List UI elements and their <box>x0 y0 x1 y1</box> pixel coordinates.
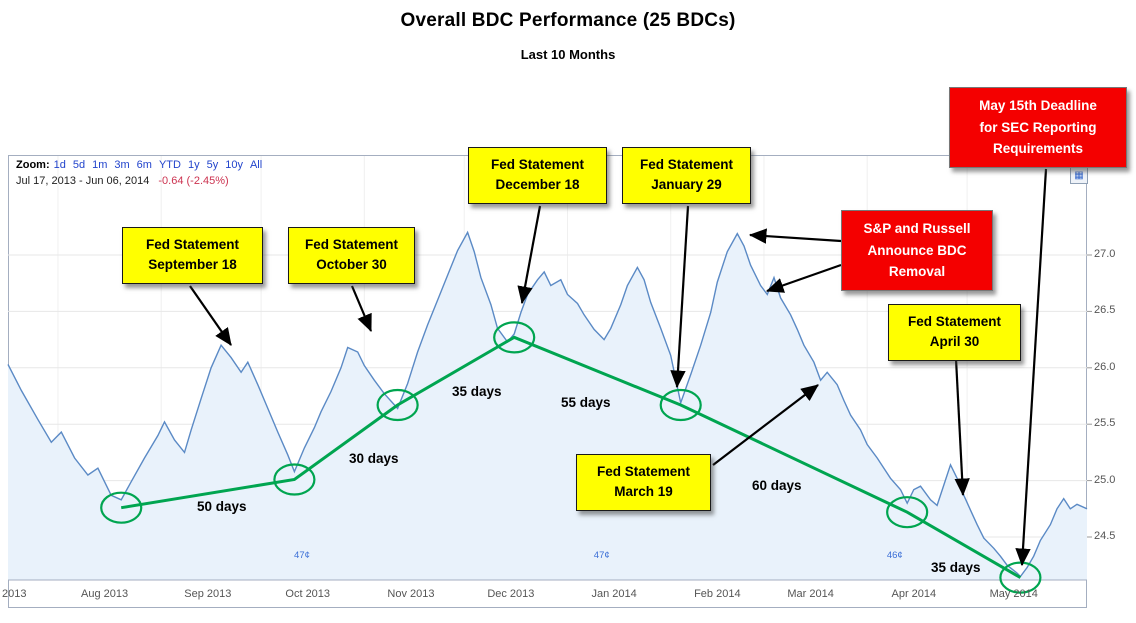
y-axis-label: 25.5 <box>1094 417 1116 430</box>
x-axis-label: Aug 2013 <box>81 588 129 600</box>
page-subtitle: Last 10 Months <box>520 47 616 62</box>
x-axis-label: Feb 2014 <box>694 588 741 600</box>
gap-label: 35 days <box>452 384 502 399</box>
gap-label: 55 days <box>561 395 611 410</box>
zoom-option-1y[interactable]: 1y <box>187 159 200 171</box>
callout-fed-statement-march-19: Fed Statement March 19 <box>576 454 711 511</box>
y-axis-label: 27.0 <box>1094 248 1116 260</box>
date-range: Jul 17, 2013 - Jun 06, 2014 <box>16 175 150 187</box>
zoom-option-6m[interactable]: 6m <box>136 159 152 171</box>
x-axis-label: May 2014 <box>989 588 1038 600</box>
x-axis-label: Mar 2014 <box>787 588 834 600</box>
chart-tools-button[interactable]: ▦ <box>1070 167 1088 184</box>
gap-label: 50 days <box>197 499 247 514</box>
chart-toolbar: Zoom: 1d 5d 1m 3m 6m YTD 1y 5y 10y All Jul 17, 201… <box>16 159 269 187</box>
page-title: Overall BDC Performance (25 BDCs) <box>400 10 736 31</box>
zoom-option-all[interactable]: All <box>249 159 263 171</box>
y-axis-label: 24.5 <box>1094 530 1116 542</box>
x-axis-label: Jan 2014 <box>591 588 637 600</box>
zoom-option-5d[interactable]: 5d <box>72 159 86 171</box>
x-axis-label: Dec 2013 <box>487 588 535 600</box>
zoom-option-1m[interactable]: 1m <box>92 159 108 171</box>
gap-label: 60 days <box>752 478 802 493</box>
x-axis-label: Apr 2014 <box>891 588 937 600</box>
zoom-option-5y[interactable]: 5y <box>206 159 219 171</box>
zoom-option-3m[interactable]: 3m <box>114 159 130 171</box>
zoom-option-ytd[interactable]: YTD <box>158 159 181 171</box>
chart-tools-icon: ▦ <box>1074 169 1084 181</box>
zoom-option-10y[interactable]: 10y <box>225 159 243 171</box>
gap-label: 30 days <box>349 451 399 466</box>
y-axis-label: 25.0 <box>1094 473 1116 486</box>
x-axis-label: Oct 2013 <box>285 588 331 600</box>
callout-fed-statement-april-30: Fed Statement April 30 <box>888 304 1021 361</box>
x-axis-label: Nov 2013 <box>387 588 435 600</box>
y-axis-label: 26.0 <box>1094 360 1116 373</box>
zoom-option-1d[interactable]: 1d <box>53 159 66 171</box>
y-axis-label: 26.5 <box>1094 304 1116 317</box>
callout-fed-statement-october-30: Fed Statement October 30 <box>288 227 415 284</box>
callout-fed-statement-january-29: Fed Statement January 29 <box>622 147 751 204</box>
callout-sp-russell-removal: S&P and Russell Announce BDC Removal <box>841 210 993 291</box>
x-axis-label: 2013 <box>2 588 27 600</box>
x-axis-label: Sep 2013 <box>184 588 232 600</box>
callout-fed-statement-december-18: Fed Statement December 18 <box>468 147 607 204</box>
callout-fed-statement-september-18: Fed Statement September 18 <box>122 227 263 284</box>
price-change: -0.64 (-2.45%) <box>158 175 229 187</box>
zoom-label: Zoom: <box>16 159 50 171</box>
zoom-row: Zoom: 1d 5d 1m 3m 6m YTD 1y 5y 10y All <box>16 159 269 171</box>
callout-sec-may-15-deadline: May 15th Deadline for SEC Reporting Requ… <box>949 87 1127 168</box>
gap-label: 35 days <box>931 560 981 575</box>
range-row: Jul 17, 2013 - Jun 06, 2014 -0.64 (-2.45… <box>16 175 269 187</box>
